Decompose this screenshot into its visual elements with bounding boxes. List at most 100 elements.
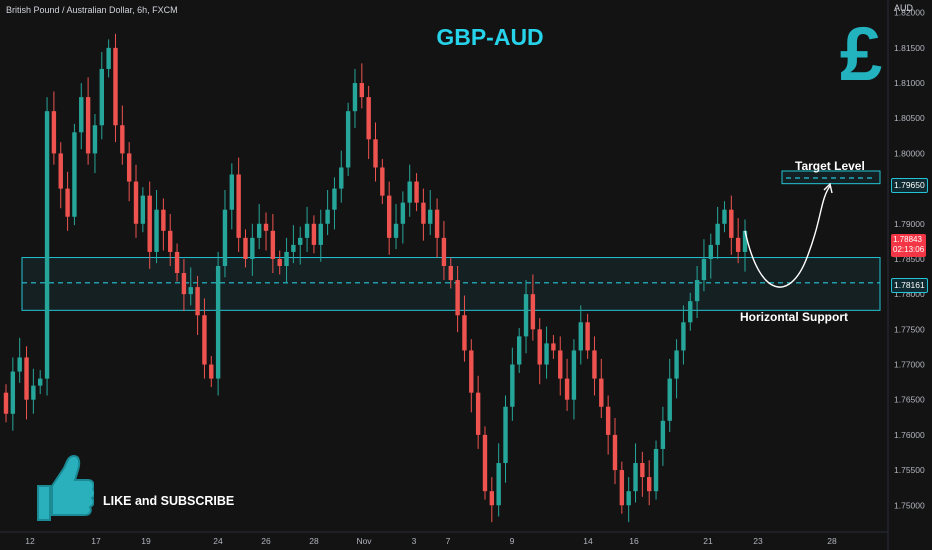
candle-body <box>325 209 330 224</box>
candle-body <box>284 251 289 266</box>
candle-body <box>215 266 221 379</box>
candle-body <box>277 258 282 266</box>
like-subscribe-text: LIKE and SUBSCRIBE <box>103 494 235 508</box>
candle-body <box>181 273 187 295</box>
candle-body <box>72 132 77 217</box>
candle-body <box>140 195 146 224</box>
candle-body <box>647 477 652 492</box>
candle-body <box>126 153 132 182</box>
x-tick-label: 16 <box>629 536 639 546</box>
candle-body <box>708 244 713 259</box>
candle-body <box>332 188 337 210</box>
candle-body <box>489 491 495 506</box>
candle-body <box>38 378 43 386</box>
candle-body <box>571 350 577 400</box>
candle-body <box>298 237 303 245</box>
current-price-tag: 1.78843 02:13:06 <box>891 234 927 257</box>
y-tick-label: 1.78000 <box>894 289 925 299</box>
candle-body <box>558 350 563 379</box>
candle-body <box>168 230 173 252</box>
y-tick-label: 1.80000 <box>894 148 925 158</box>
candle-body <box>380 167 385 196</box>
candle-body <box>455 280 460 316</box>
candle-body <box>79 97 84 133</box>
candle-body <box>352 83 358 112</box>
x-tick-label: Nov <box>356 536 372 546</box>
y-tick-label: 1.80500 <box>894 113 925 123</box>
candle-body <box>660 420 666 449</box>
support-price-tag: 1.78161 <box>891 278 928 293</box>
candle-body <box>503 406 508 464</box>
candle-body <box>537 329 542 365</box>
candle-body <box>551 343 556 351</box>
candle-body <box>564 378 570 400</box>
x-tick-label: 26 <box>261 536 271 546</box>
candle-body <box>366 97 371 140</box>
candle-body <box>626 491 631 506</box>
candle-body <box>448 266 453 281</box>
candle-body <box>599 378 604 407</box>
x-tick-label: 21 <box>703 536 713 546</box>
candle-body <box>735 237 741 252</box>
candle-body <box>640 463 645 478</box>
candle-body <box>10 371 16 414</box>
candle-body <box>24 357 29 400</box>
candle-body <box>674 350 679 379</box>
candle-body <box>318 223 323 245</box>
candle-body <box>434 209 440 238</box>
x-tick-label: 19 <box>141 536 151 546</box>
projection-path <box>744 185 831 288</box>
y-tick-label: 1.75500 <box>894 465 925 475</box>
candle-body <box>612 434 618 471</box>
candle-body <box>715 223 720 245</box>
target-price-tag: 1.79650 <box>891 178 928 193</box>
x-tick-label: 24 <box>213 536 223 546</box>
candle-body <box>544 343 549 365</box>
candle-body <box>722 209 727 224</box>
candle-body <box>304 223 310 238</box>
y-tick-label: 1.82000 <box>894 8 925 18</box>
pound-icon: £ <box>839 12 883 97</box>
thumbs-up-icon <box>37 454 94 521</box>
candle-body <box>154 209 159 252</box>
candle-body <box>400 202 406 224</box>
candle-body <box>619 470 625 506</box>
candle-body <box>667 378 672 421</box>
y-tick-label: 1.76000 <box>894 430 925 440</box>
candle-body <box>633 463 638 492</box>
x-tick-label: 9 <box>510 536 515 546</box>
candle-body <box>653 448 659 492</box>
candle-body <box>475 392 481 435</box>
candle-body <box>263 223 269 231</box>
y-tick-label: 1.81000 <box>894 78 925 88</box>
candle-body <box>236 174 241 238</box>
x-tick-label: 3 <box>412 536 417 546</box>
candle-body <box>243 237 248 259</box>
chart-title: GBP-AUD <box>436 24 544 50</box>
candle-body <box>694 280 700 302</box>
countdown-timer: 02:13:06 <box>893 245 925 254</box>
candle-body <box>120 125 125 154</box>
candle-body <box>441 237 447 266</box>
symbol-title: British Pound / Australian Dollar, 6h, F… <box>6 5 178 15</box>
candle-body <box>195 287 200 316</box>
candle-body <box>222 209 228 266</box>
candle-body <box>188 287 193 295</box>
candle-body <box>31 385 36 400</box>
candle-body <box>147 195 152 252</box>
y-tick-label: 1.77000 <box>894 360 925 370</box>
target-zone <box>781 170 881 185</box>
candle-body <box>339 167 344 189</box>
horizontal-support-label: Horizontal Support <box>740 310 848 324</box>
candle-body <box>462 315 467 351</box>
candle-body <box>578 322 583 351</box>
candle-body <box>688 301 693 323</box>
y-tick-label: 1.75000 <box>894 500 925 510</box>
candle-body <box>407 181 412 203</box>
candle-body <box>209 364 214 379</box>
candle-body <box>51 111 57 154</box>
candle-body <box>428 209 433 224</box>
currency-label: AUD <box>894 3 914 13</box>
candle-body <box>99 68 104 126</box>
